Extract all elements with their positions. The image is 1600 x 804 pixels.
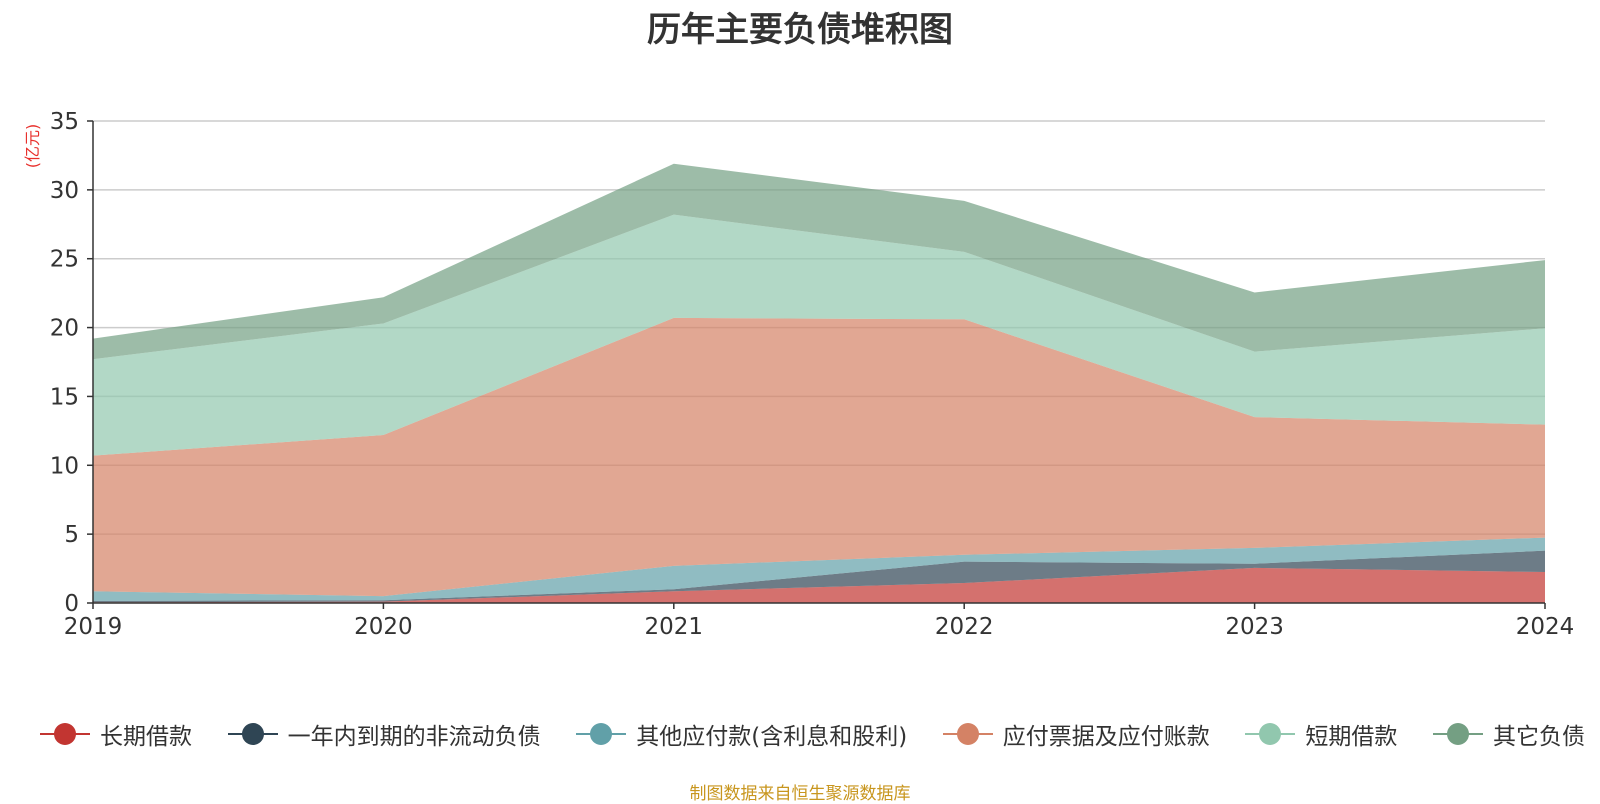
y-tick-label-2: 10 xyxy=(50,453,79,479)
y-tick-label-7: 35 xyxy=(50,109,79,135)
area-series-0 xyxy=(93,567,1545,603)
x-tick-label-0: 2019 xyxy=(64,614,123,640)
area-series-2 xyxy=(93,537,1545,601)
y-tick-label-0: 0 xyxy=(64,591,79,617)
area-series xyxy=(93,163,1545,603)
chart-title: 历年主要负债堆积图 xyxy=(647,10,953,50)
source-note: 制图数据来自恒生聚源数据库 xyxy=(689,784,911,804)
y-tick-label-3: 15 xyxy=(50,384,79,410)
y-tick-label-1: 5 xyxy=(64,522,79,548)
x-tick-label-5: 2024 xyxy=(1516,614,1575,640)
legend: 长期借款 一年内到期的非流动负债 其他应付款(含利息和股利) 应付票据及应付账款 短期借… xyxy=(40,716,1585,752)
legend-marker-icon xyxy=(40,721,90,747)
y-tick-label-4: 20 xyxy=(50,316,79,342)
legend-item-1[interactable]: 一年内到期的非流动负债 xyxy=(227,717,541,751)
y-tick-label-6: 30 xyxy=(50,178,79,204)
area-series-1 xyxy=(93,550,1545,603)
legend-marker-icon xyxy=(1245,721,1296,747)
y-tick-label-5: 25 xyxy=(50,247,79,273)
legend-marker-icon xyxy=(227,721,278,747)
area-series-5 xyxy=(93,163,1545,360)
x-tick-label-3: 2022 xyxy=(935,614,994,640)
legend-label: 短期借款 xyxy=(1305,724,1398,750)
legend-marker-icon xyxy=(942,721,993,747)
legend-item-2[interactable]: 其他应付款(含利息和股利) xyxy=(576,717,907,751)
legend-item-3[interactable]: 应付票据及应付账款 xyxy=(942,717,1210,751)
legend-label: 其它负债 xyxy=(1493,724,1585,750)
x-tick-label-4: 2023 xyxy=(1225,614,1284,640)
y-axis-unit-label: (亿元) xyxy=(23,124,42,169)
x-tick-label-2: 2021 xyxy=(645,614,704,640)
legend-item-4[interactable]: 短期借款 xyxy=(1245,717,1397,751)
legend-label: 其他应付款(含利息和股利) xyxy=(636,724,908,750)
axes: 0 5 10 15 20 25 30 35 2019 2020 2021 2022 2023 2024 xyxy=(50,109,1575,640)
legend-label: 长期借款 xyxy=(100,724,192,750)
legend-item-5[interactable]: 其它负债 xyxy=(1433,717,1585,751)
x-tick-label-1: 2020 xyxy=(354,614,413,640)
area-series-4 xyxy=(93,214,1545,456)
legend-item-0[interactable]: 长期借款 xyxy=(40,717,192,751)
legend-marker-icon xyxy=(576,721,627,747)
legend-marker-icon xyxy=(1433,721,1483,747)
legend-label: 应付票据及应付账款 xyxy=(1002,724,1210,750)
legend-label: 一年内到期的非流动负债 xyxy=(287,724,541,750)
area-series-3 xyxy=(93,317,1545,597)
